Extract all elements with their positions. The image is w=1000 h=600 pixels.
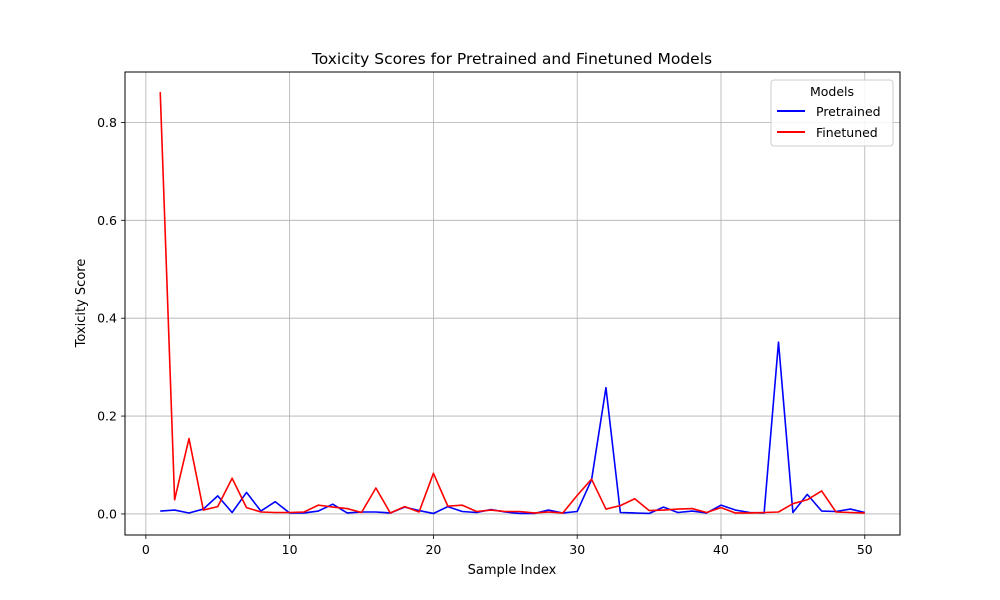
x-tick-label: 50 [857, 542, 873, 557]
plot-frame [124, 71, 901, 536]
series-line-finetuned [159, 92, 865, 514]
x-tick-label: 20 [425, 542, 441, 557]
y-axis-title: Toxicity Score [74, 259, 89, 349]
legend: Models Pretrained Finetuned [770, 79, 894, 147]
x-tick-label: 30 [569, 542, 585, 557]
y-tick-label: 0.4 [97, 311, 117, 326]
x-axis-title: Sample Index [468, 563, 557, 578]
legend-label-pretrained: Pretrained [816, 104, 881, 119]
y-tick-label: 0.6 [97, 213, 117, 228]
legend-label-finetuned: Finetuned [816, 125, 878, 140]
axis-ticks: 0 10 20 30 40 50 0.0 0.2 0.4 0.6 0.8 [97, 115, 873, 557]
y-tick-label: 0.0 [97, 506, 117, 521]
y-tick-label: 0.2 [97, 409, 117, 424]
legend-title: Models [810, 84, 854, 99]
chart-title: Toxicity Scores for Pretrained and Finet… [311, 50, 712, 68]
series-line-pretrained [160, 341, 865, 515]
x-tick-label: 10 [282, 542, 298, 557]
y-tick-label: 0.8 [97, 115, 117, 130]
series-lines [159, 92, 865, 515]
legend-box [770, 79, 894, 147]
x-tick-label: 40 [713, 542, 729, 557]
x-tick-label: 0 [142, 542, 150, 557]
